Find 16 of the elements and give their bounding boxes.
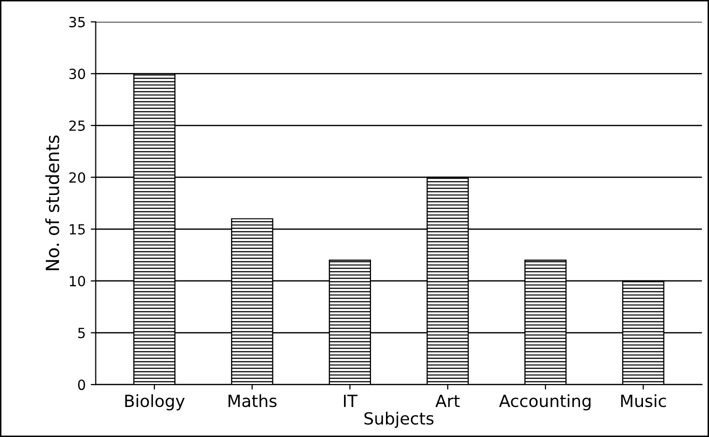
- x-tick-label: Music: [621, 394, 666, 408]
- y-tick-label: 0: [78, 380, 86, 390]
- x-tick-label: Biology: [125, 394, 185, 410]
- x-tick-label: Maths: [228, 394, 277, 408]
- y-tick-label: 25: [69, 120, 85, 131]
- y-tick-label: 5: [78, 328, 85, 338]
- x-axis-title: Subjects: [364, 412, 434, 428]
- y-tick-label: 15: [70, 224, 85, 235]
- x-tick-label: Art: [435, 394, 460, 407]
- x-tick-label: IT: [344, 394, 358, 407]
- y-tick-label: 30: [69, 68, 86, 80]
- y-tick-label: 10: [70, 276, 86, 286]
- y-tick-label: 35: [69, 16, 85, 28]
- y-tick-label: 20: [69, 172, 86, 183]
- x-tick-label: Accounting: [499, 394, 590, 410]
- y-axis-title: No. of students: [45, 135, 60, 270]
